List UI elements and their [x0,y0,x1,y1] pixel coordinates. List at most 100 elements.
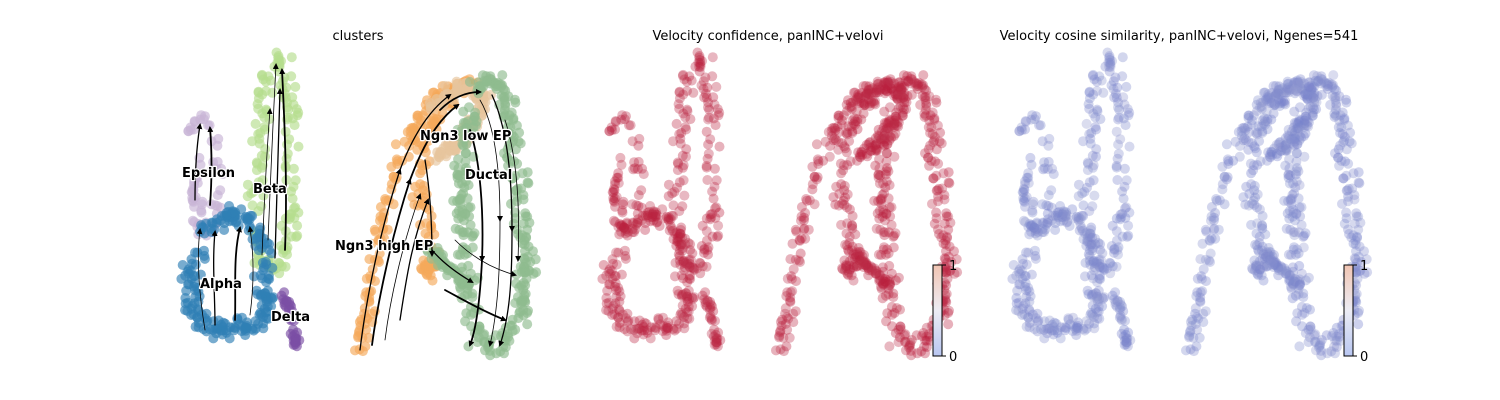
confidence-point [856,87,867,98]
cosine-point [1109,247,1119,258]
confidence-point [884,280,895,291]
cosine-point [1018,195,1029,206]
confidence-point [854,251,865,262]
cosine-point [1092,313,1103,324]
cosine-point [1257,211,1268,221]
cosine-point [1198,317,1209,328]
confidence-point [706,314,717,324]
confidence-point [925,110,936,121]
confidence-point [680,239,691,250]
confidence-point [884,180,895,191]
confidence-point [705,214,716,225]
cosine-point [1254,256,1265,267]
confidence-point [607,273,618,284]
confidence-point [615,152,626,163]
confidence-point [882,83,893,94]
cosine-point [1195,296,1206,307]
confidence-point [931,185,942,196]
confidence-point [662,320,673,331]
cosine-point [1114,304,1125,315]
confidence-point [878,122,889,133]
cell-point-beta [256,70,267,81]
confidence-point [674,86,685,97]
cosine-point [1098,293,1109,304]
cell-point-ductal [499,348,509,359]
cosine-point [1254,264,1265,275]
label-epsilon: Epsilon [182,166,235,181]
confidence-point [775,316,786,327]
confidence-point [650,325,660,336]
cosine-point [1097,301,1108,312]
confidence-point [614,219,625,229]
cosine-point [1205,257,1215,267]
confidence-point [879,140,890,151]
confidence-point [642,210,653,221]
confidence-point [645,216,656,227]
cosine-point [1200,306,1211,317]
confidence-point [710,212,721,223]
confidence-point [791,276,801,287]
confidence-point [890,328,901,339]
cosine-point [1041,200,1052,211]
confidence-point [679,190,690,201]
confidence-point [894,77,905,88]
cosine-point [1027,309,1038,320]
cosine-point [1285,84,1296,95]
confidence-point [881,124,892,135]
cosine-point [1087,245,1098,256]
cell-point-ductal [436,259,447,270]
cell-point-ngn3-high-ep [353,332,364,343]
cosine-point [1043,140,1054,151]
confidence-point [701,213,712,224]
cell-point-delta [284,310,295,321]
cell-point-ductal [520,211,531,222]
cosine-point [1089,255,1099,266]
cosine-point [1243,112,1254,123]
confidence-point [616,159,627,170]
confidence-point [711,333,722,344]
confidence-point [840,239,851,250]
cosine-point [1222,154,1233,165]
cosine-point [1124,207,1135,218]
confidence-point [703,242,714,253]
cosine-point [1230,136,1241,147]
confidence-point [669,186,680,197]
cosine-point [1120,329,1131,340]
confidence-point [882,75,893,86]
cell-point-ngn3-low-ep [458,84,469,95]
cosine-point [1047,319,1058,330]
cell-point-ductal [453,270,464,281]
confidence-point [672,236,683,247]
confidence-point [878,207,889,218]
confidence-point [851,94,861,105]
cosine-point [1273,84,1284,95]
confidence-point [878,204,889,215]
confidence-point [837,115,847,126]
cosine-point [1082,157,1093,168]
confidence-point [705,302,716,313]
cosine-point [1073,214,1084,225]
cosine-point [1043,201,1054,211]
cosine-point [1081,227,1092,238]
cell-point-epsilon [217,169,228,180]
confidence-point [700,299,711,310]
confidence-point [674,318,685,329]
confidence-point [830,125,841,136]
confidence-point [684,270,695,281]
confidence-point [607,303,618,314]
cosine-point [1031,111,1041,122]
confidence-point [924,115,935,126]
confidence-point [696,80,707,91]
cosine-point [1125,335,1136,346]
confidence-point [614,286,625,297]
confidence-point [622,230,633,241]
velocity-cosine-points [1007,47,1373,361]
cosine-point [1037,136,1048,147]
confidence-point [666,223,677,234]
cosine-point [1115,214,1126,225]
confidence-point [782,324,793,335]
confidence-point [921,322,932,333]
confidence-point [680,288,691,299]
clusters-points [176,47,542,361]
confidence-point [945,265,956,276]
